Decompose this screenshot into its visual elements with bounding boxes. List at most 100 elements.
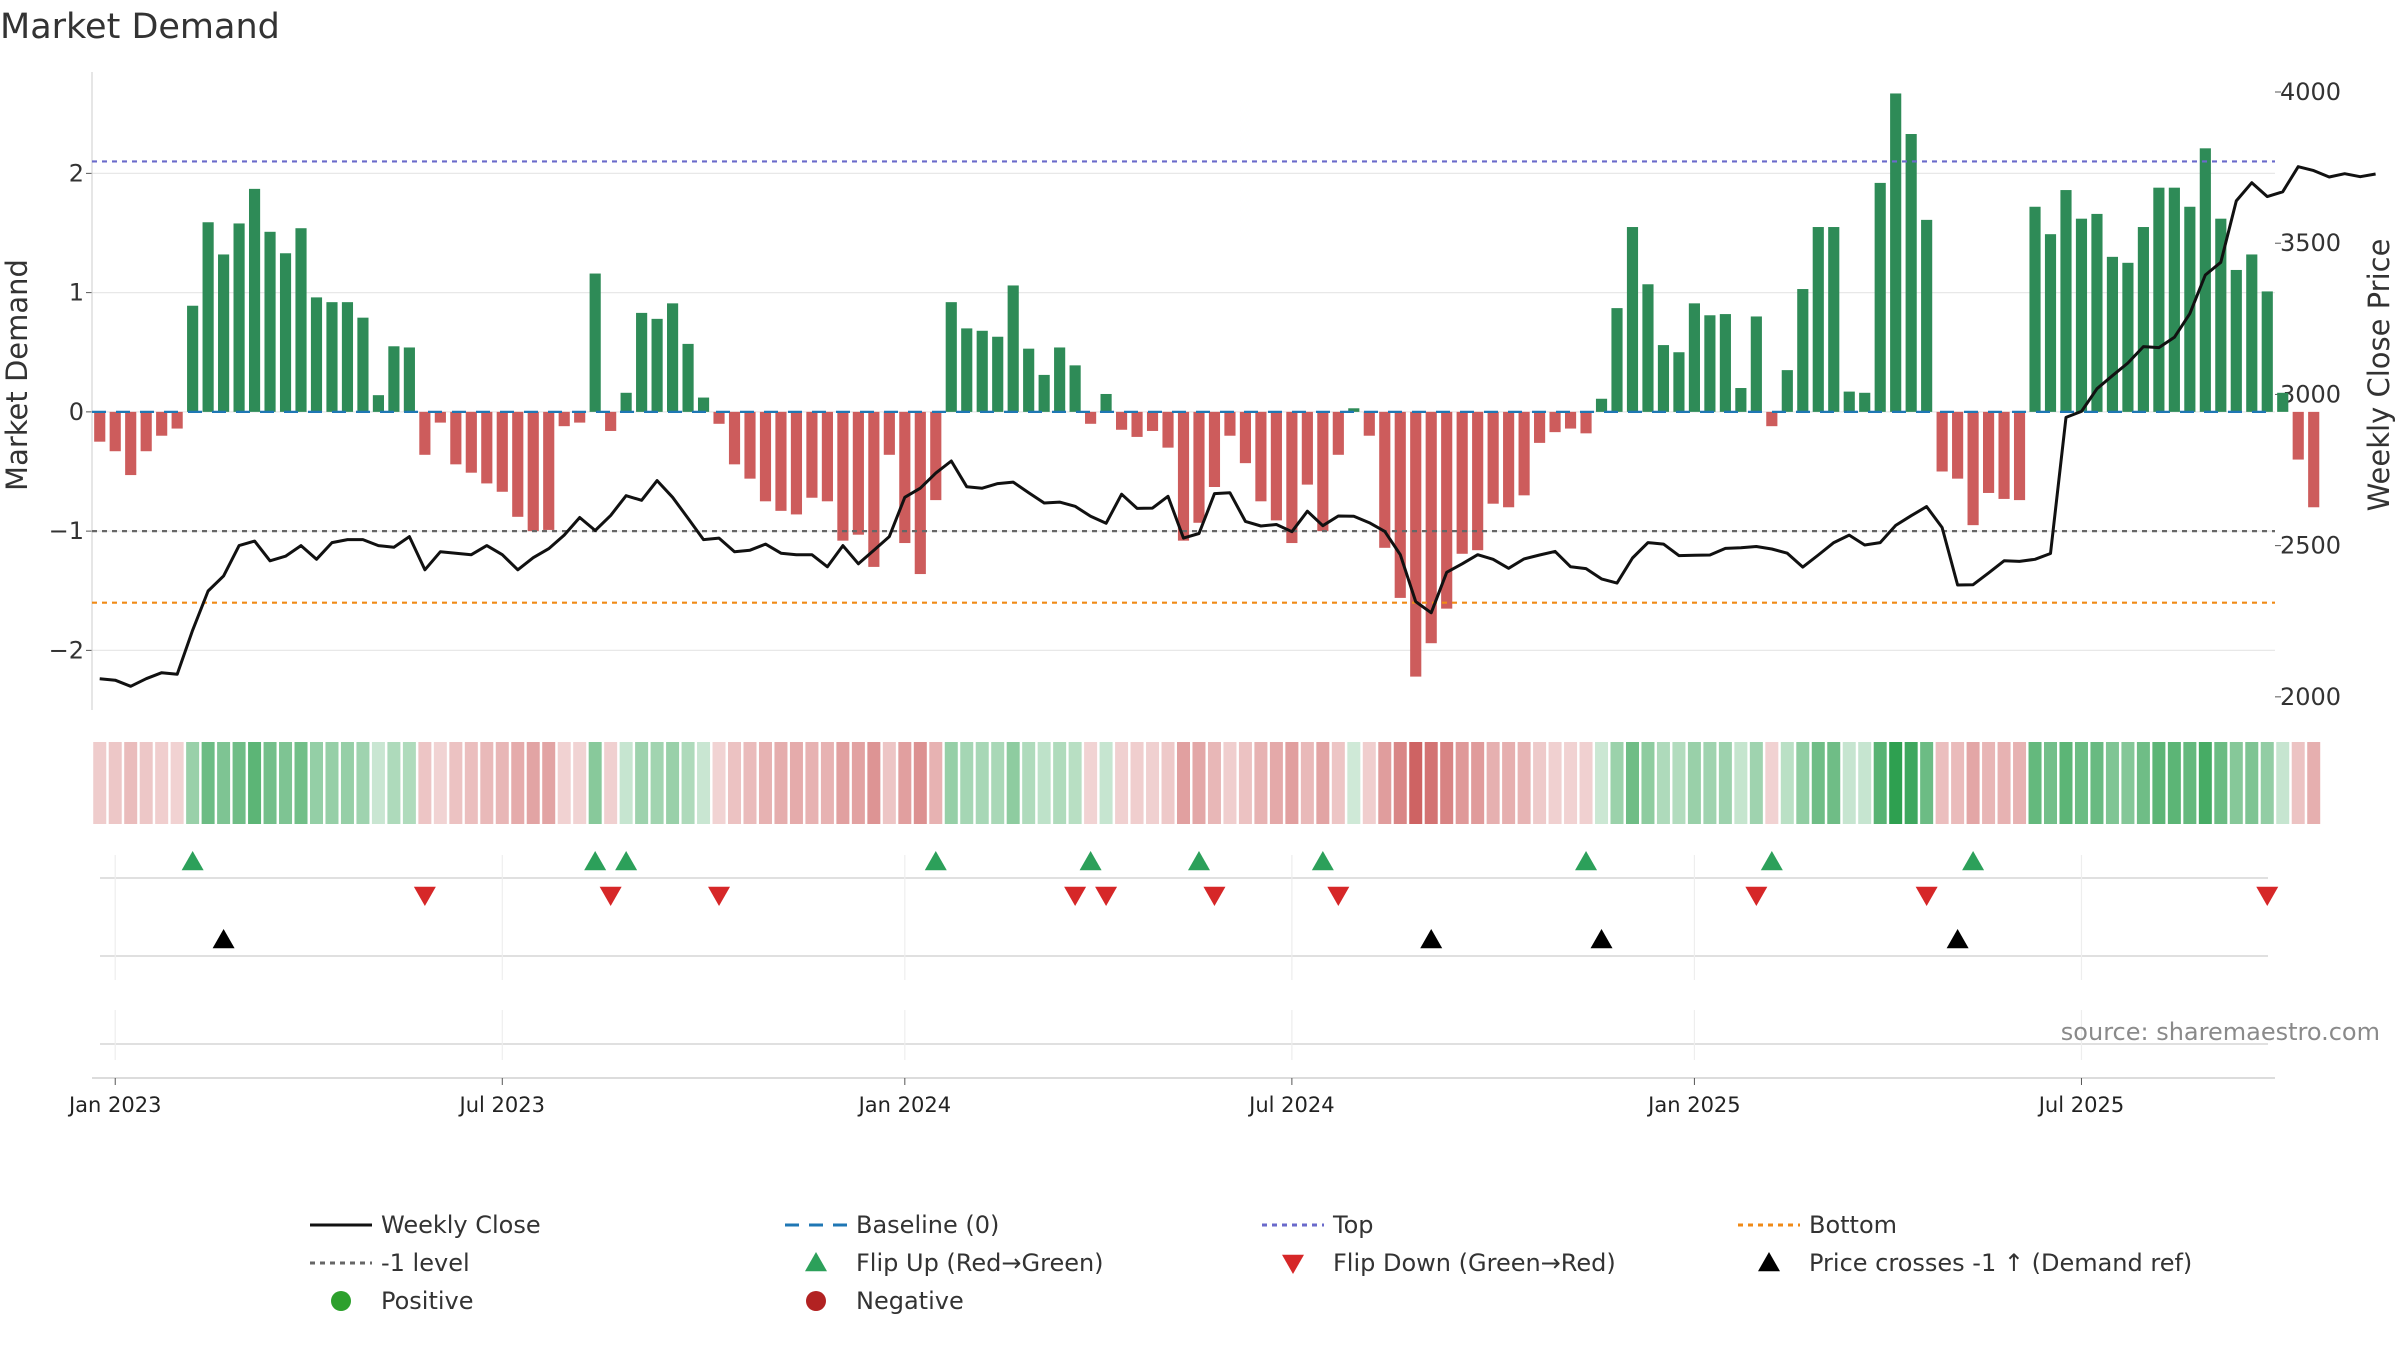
y-tick-label: 1 [69, 279, 84, 307]
demand-bar-negative [775, 411, 787, 511]
demand-bar-positive [976, 330, 988, 412]
strip-cell-positive [1718, 742, 1732, 824]
demand-bar-positive [264, 231, 276, 412]
demand-bar-negative [512, 411, 524, 517]
strip-cell-negative [1564, 742, 1578, 824]
demand-bar-positive [341, 302, 354, 412]
strip-cell-negative [1455, 742, 1469, 824]
strip-cell-positive [1687, 742, 1701, 824]
demand-bar-negative [527, 411, 539, 532]
flip-up-marker [1187, 851, 1210, 871]
demand-bar-positive [326, 302, 338, 412]
demand-bar-positive [2044, 234, 2057, 412]
demand-bar-positive [1642, 284, 1654, 412]
strip-cell-negative [155, 742, 169, 824]
strip-cell-positive [1811, 742, 1825, 824]
demand-bar-positive [357, 317, 369, 412]
strip-cell-positive [1780, 742, 1794, 824]
demand-bar-negative [434, 411, 446, 423]
strip-cell-positive [371, 742, 385, 824]
strip-cell-negative [495, 742, 509, 824]
demand-bar-positive [2184, 206, 2196, 412]
demand-bar-positive [1611, 308, 1623, 412]
strip-cell-positive [2074, 742, 2088, 824]
strip-cell-negative [851, 742, 865, 824]
demand-bar-negative [1270, 411, 1282, 521]
strip-cell-negative [139, 742, 153, 824]
demand-bar-positive [1100, 393, 1112, 412]
strip-cell-positive [650, 742, 664, 824]
demand-bar-positive [1023, 348, 1035, 412]
demand-bar-positive [2091, 213, 2103, 412]
demand-bar-negative [1534, 411, 1546, 443]
flip-down-marker [708, 886, 731, 906]
demand-bar-positive [2060, 190, 2072, 412]
flip-up-marker [1311, 851, 1334, 871]
strip-cell-positive [588, 742, 602, 824]
strip-cell-positive [2028, 742, 2042, 824]
strip-cell-negative [805, 742, 819, 824]
y2-tick-label: 3500 [2280, 229, 2341, 257]
demand-bar-positive [992, 336, 1004, 412]
demand-bar-positive [1859, 392, 1871, 412]
strip-cell-negative [1254, 742, 1268, 824]
demand-bar-negative [1286, 411, 1298, 544]
demand-bar-positive [2137, 227, 2149, 412]
flip-up-marker [1962, 851, 1985, 871]
demand-bar-positive [1843, 391, 1855, 412]
flip-up-marker [615, 851, 638, 871]
demand-bar-negative [1952, 411, 1964, 479]
demand-bar-positive [2246, 254, 2258, 412]
strip-cell-negative [1471, 742, 1485, 824]
strip-cell-negative [820, 742, 834, 824]
strip-cell-negative [789, 742, 803, 824]
strip-cell-negative [1440, 742, 1454, 824]
demand-bar-negative [171, 411, 183, 429]
legend-label: Flip Up (Red→Green) [856, 1249, 1104, 1277]
demand-bar-positive [1781, 370, 1793, 412]
strip-cell-negative [1393, 742, 1407, 824]
strip-cell-negative [124, 742, 138, 824]
demand-bar-negative [1224, 411, 1236, 436]
strip-cell-negative [1951, 742, 1965, 824]
demand-bar-positive [620, 392, 632, 412]
demand-bar-negative [744, 411, 756, 479]
demand-bar-negative [1146, 411, 1159, 431]
strip-cell-negative [1502, 742, 1516, 824]
demand-bar-positive [295, 228, 307, 412]
legend-swatch-circle [331, 1291, 351, 1311]
demand-bar-positive [651, 318, 663, 412]
demand-bar-negative [713, 411, 725, 424]
demand-bar-negative [543, 411, 555, 530]
demand-bar-positive [279, 253, 292, 412]
strip-cell-positive [2229, 742, 2243, 824]
strip-cell-positive [1656, 742, 1670, 824]
demand-bar-positive [1595, 398, 1608, 412]
demand-bar-positive [1007, 285, 1019, 412]
x-tick-label: Jan 2025 [1646, 1093, 1741, 1117]
strip-cell-positive [1796, 742, 1810, 824]
flip-down-marker [1203, 886, 1226, 906]
strip-cell-negative [464, 742, 478, 824]
strip-cell-negative [898, 742, 912, 824]
demand-bar-negative [1441, 411, 1453, 609]
demand-bar-negative [1255, 411, 1267, 502]
strip-cell-negative [433, 742, 447, 824]
demand-bar-positive [388, 346, 400, 412]
strip-cell-positive [1858, 742, 1872, 824]
source-annotation: source: sharemaestro.com [2061, 1018, 2380, 1046]
demand-bar-negative [837, 411, 849, 541]
flip-up-marker [1079, 851, 1102, 871]
demand-bar-negative [1239, 411, 1252, 464]
demand-bar-negative [1425, 411, 1437, 644]
strip-cell-positive [681, 742, 695, 824]
strip-cell-positive [2245, 742, 2259, 824]
strip-cell-negative [1223, 742, 1237, 824]
y-tick-label: 2 [69, 159, 84, 187]
demand-bar-negative [419, 411, 431, 455]
strip-cell-negative [1517, 742, 1531, 824]
strip-cell-positive [2136, 742, 2150, 824]
demand-bar-negative [1115, 411, 1128, 430]
demand-bar-positive [2075, 218, 2088, 412]
